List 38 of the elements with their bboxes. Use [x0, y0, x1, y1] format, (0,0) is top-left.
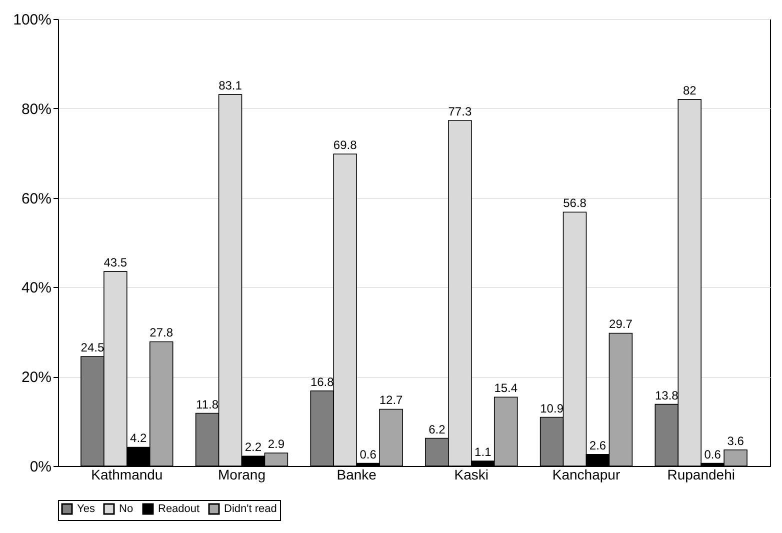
x-tick-label: Kathmandu	[91, 466, 163, 482]
legend-label: Didn't read	[224, 503, 277, 515]
data-label: 3.6	[727, 434, 744, 448]
data-label: 77.3	[448, 104, 472, 118]
data-label: 6.2	[428, 422, 446, 436]
legend-label: Yes	[77, 503, 96, 515]
y-tick-label: 100%	[13, 12, 52, 28]
data-label: 43.5	[104, 256, 128, 270]
legend-label: Readout	[158, 503, 200, 515]
x-tick-label: Rupandehi	[667, 466, 735, 482]
data-label: 2.6	[589, 438, 606, 452]
data-label: 2.9	[268, 437, 285, 452]
data-label: 10.9	[540, 401, 564, 416]
data-label: 83.1	[218, 78, 242, 93]
data-label: 1.1	[474, 445, 492, 460]
data-label: 2.2	[244, 440, 262, 454]
data-label: 15.4	[494, 381, 518, 396]
x-tick-label: Morang	[218, 466, 266, 482]
data-label: 29.7	[609, 317, 633, 332]
x-tick-label: Kaski	[454, 466, 489, 482]
data-label: 82	[682, 83, 697, 98]
x-tick-label: Kanchapur	[552, 466, 620, 482]
y-tick-label: 0%	[30, 458, 52, 476]
y-tick-label: 80%	[21, 100, 52, 118]
x-tick-label: Banke	[336, 466, 377, 482]
y-tick-label: 20%	[21, 369, 52, 386]
data-label: 0.6	[360, 447, 377, 462]
legend-label: No	[119, 503, 134, 515]
data-label: 4.2	[130, 431, 148, 446]
data-label: 56.8	[563, 196, 587, 210]
data-label: 12.7	[379, 393, 404, 408]
data-label: 11.8	[196, 397, 219, 412]
y-tick-label: 40%	[21, 280, 52, 297]
data-label: 0.6	[704, 447, 722, 462]
data-label: 27.8	[150, 326, 174, 340]
data-label: 13.8	[654, 388, 679, 402]
y-tick-label: 60%	[21, 190, 52, 208]
data-label: 69.8	[333, 138, 358, 152]
